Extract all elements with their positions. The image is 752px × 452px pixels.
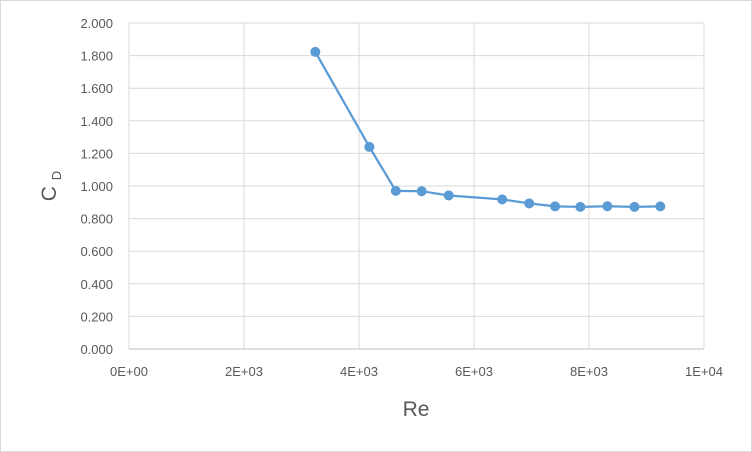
y-axis-title: C D (38, 171, 64, 201)
y-tick-label-8: 1.600 (80, 81, 113, 96)
y-tick-label-10: 2.000 (80, 16, 113, 31)
y-tick-label-7: 1.400 (80, 114, 113, 129)
x-tick-label-2: 4E+03 (340, 364, 378, 379)
y-tick-label-2: 0.400 (80, 277, 113, 292)
x-tick-label-3: 6E+03 (455, 364, 493, 379)
y-tick-label-6: 1.200 (80, 146, 113, 161)
grid-lines (128, 22, 705, 350)
data-series (310, 46, 666, 212)
data-point-1 (364, 141, 375, 152)
series-0-line (314, 51, 661, 209)
y-tick-label-9: 1.800 (80, 49, 113, 64)
data-point-3 (416, 186, 427, 197)
data-point-11 (655, 201, 666, 212)
y-axis-title-main: C (38, 186, 61, 201)
x-tick-label-4: 8E+03 (570, 364, 608, 379)
tick-labels: 0.000 0.200 0.400 0.600 0.800 1.000 1.200 1.400… (80, 16, 723, 379)
y-tick-label-3: 0.600 (80, 244, 113, 259)
data-point-10 (629, 201, 640, 212)
data-point-9 (602, 201, 613, 212)
data-point-7 (550, 201, 561, 212)
y-tick-label-0: 0.000 (80, 342, 113, 357)
x-tick-label-1: 2E+03 (225, 364, 263, 379)
y-tick-label-5: 1.000 (80, 179, 113, 194)
x-tick-label-0: 0E+00 (110, 364, 148, 379)
x-axis-title: Re (403, 398, 430, 421)
data-point-4 (443, 190, 454, 201)
data-point-5 (497, 194, 508, 205)
x-tick-label-5: 1E+04 (685, 364, 723, 379)
y-tick-label-1: 0.200 (80, 309, 113, 324)
data-point-2 (390, 185, 401, 196)
y-axis-title-subscript: D (49, 171, 64, 180)
data-point-8 (575, 201, 586, 212)
data-point-0 (310, 46, 321, 57)
y-tick-label-4: 0.800 (80, 212, 113, 227)
data-point-6 (524, 198, 535, 209)
